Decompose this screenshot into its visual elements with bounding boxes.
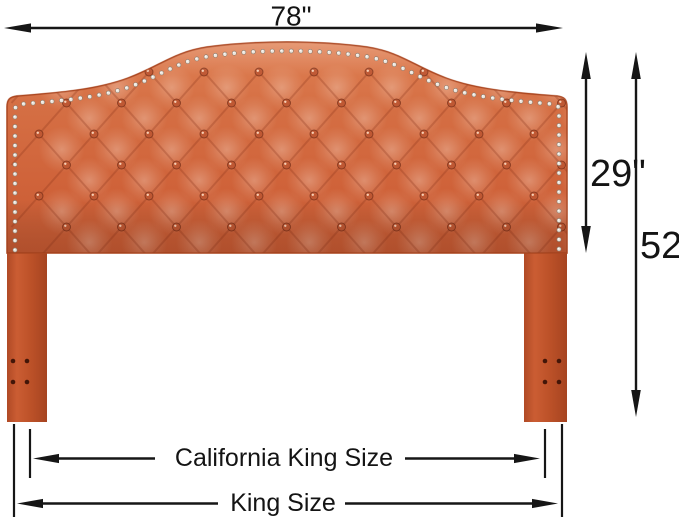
- king-dimension-arrow: [17, 498, 558, 509]
- bolt-holes: [10, 358, 562, 385]
- arrow-up-icon: [581, 52, 591, 79]
- dimension-lines: [4, 23, 641, 517]
- panel-height-dimension-arrow: [581, 52, 591, 253]
- nailhead-trim: [12, 48, 562, 253]
- california-king-dimension-arrow: [33, 453, 540, 464]
- california-king-dimension-label: California King Size: [175, 444, 393, 472]
- total-height-dimension-label: 52": [640, 225, 679, 267]
- arrow-left-icon: [33, 453, 59, 464]
- arrow-left-icon: [4, 23, 31, 33]
- arrow-right-icon: [514, 453, 540, 464]
- total-height-dimension-arrow: [631, 52, 641, 417]
- width-dimension-arrow: [4, 23, 563, 33]
- panel-height-dimension-label: 29": [590, 153, 646, 195]
- headboard-right-leg: [524, 250, 567, 422]
- king-dimension-label: King Size: [230, 489, 336, 517]
- width-dimension-label: 78": [270, 1, 311, 32]
- extension-lines: [12, 424, 564, 517]
- arrow-left-icon: [17, 498, 43, 509]
- headboard-left-leg: [7, 250, 47, 422]
- panel-shading: [6, 40, 568, 254]
- arrow-up-icon: [631, 52, 641, 79]
- headboard-graphic: [6, 40, 568, 422]
- arrow-down-icon: [581, 226, 591, 253]
- arrow-right-icon: [536, 23, 563, 33]
- arrow-down-icon: [631, 390, 641, 417]
- arrow-right-icon: [532, 498, 558, 509]
